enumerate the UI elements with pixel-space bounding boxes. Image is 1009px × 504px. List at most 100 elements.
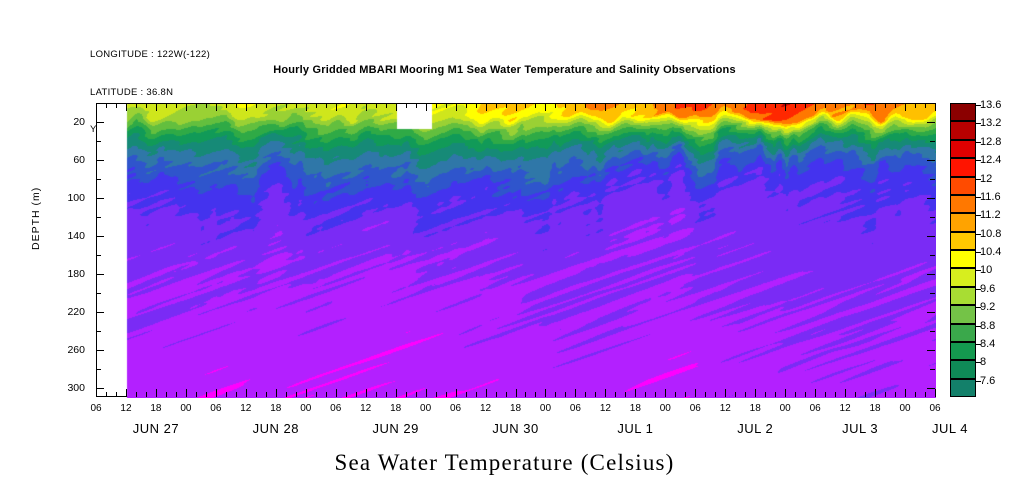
y-tick bbox=[96, 369, 101, 370]
x-tick bbox=[326, 103, 327, 108]
colorbar-label: 11.6 bbox=[980, 190, 1001, 203]
x-tick bbox=[376, 392, 377, 397]
x-tick bbox=[695, 389, 696, 397]
x-tick bbox=[825, 103, 826, 108]
x-tick bbox=[605, 103, 606, 111]
colorbar-label: 12.8 bbox=[980, 135, 1002, 148]
x-tick bbox=[406, 103, 407, 108]
colorbar-tick bbox=[976, 215, 981, 217]
x-tick bbox=[885, 103, 886, 108]
x-tick bbox=[665, 103, 666, 111]
x-tick bbox=[695, 103, 696, 111]
x-tick bbox=[905, 389, 906, 397]
x-tick bbox=[675, 103, 676, 108]
colorbar-swatch bbox=[950, 121, 976, 140]
colorbar-swatch bbox=[950, 341, 976, 361]
colorbar-swatch bbox=[950, 360, 976, 379]
y-tick bbox=[927, 350, 935, 351]
x-tick bbox=[396, 103, 397, 111]
temperature-contour-field bbox=[97, 104, 936, 398]
x-tick bbox=[875, 103, 876, 111]
x-tick bbox=[196, 103, 197, 108]
colorbar-tick bbox=[976, 141, 981, 143]
x-tick bbox=[316, 103, 317, 108]
colorbar-label: 13.6 bbox=[980, 99, 1002, 111]
x-tick bbox=[166, 103, 167, 108]
x-tick bbox=[935, 389, 936, 397]
x-tick bbox=[366, 389, 367, 397]
x-tick bbox=[865, 392, 866, 397]
x-tick bbox=[725, 389, 726, 397]
x-hour-label: 12 bbox=[839, 403, 851, 414]
x-tick bbox=[635, 103, 636, 111]
x-hour-label: 18 bbox=[749, 403, 761, 414]
x-hour-label: 18 bbox=[869, 403, 881, 414]
x-hour-label: 06 bbox=[569, 403, 581, 414]
y-depth-label: 100 bbox=[67, 191, 85, 204]
x-tick bbox=[246, 389, 247, 397]
x-tick bbox=[735, 103, 736, 108]
x-tick bbox=[795, 392, 796, 397]
colorbar-swatch bbox=[950, 139, 976, 159]
x-tick bbox=[635, 389, 636, 397]
colorbar-label: 9.6 bbox=[980, 282, 996, 295]
x-tick bbox=[885, 392, 886, 397]
x-tick bbox=[206, 392, 207, 397]
y-tick bbox=[930, 293, 935, 294]
y-tick bbox=[96, 312, 104, 313]
x-tick bbox=[745, 103, 746, 108]
colorbar-label: 8 bbox=[980, 356, 987, 369]
x-tick bbox=[176, 392, 177, 397]
y-tick bbox=[96, 255, 101, 256]
x-tick bbox=[296, 392, 297, 397]
x-tick bbox=[565, 103, 566, 108]
x-tick bbox=[376, 103, 377, 108]
x-hour-label: 00 bbox=[659, 403, 671, 414]
y-tick bbox=[96, 293, 101, 294]
colorbar-swatch bbox=[950, 378, 976, 397]
x-day-label: JUL 4 bbox=[931, 421, 968, 436]
colorbar-label: 8.8 bbox=[980, 319, 996, 332]
x-tick bbox=[585, 103, 586, 108]
x-tick bbox=[925, 103, 926, 108]
colorbar-label: 8.4 bbox=[980, 337, 996, 350]
x-tick bbox=[476, 103, 477, 108]
y-tick bbox=[96, 274, 104, 275]
y-depth-label: 20 bbox=[73, 115, 85, 128]
x-tick bbox=[615, 392, 616, 397]
x-tick bbox=[276, 389, 277, 397]
x-hour-label: 12 bbox=[360, 403, 372, 414]
x-tick bbox=[366, 103, 367, 111]
colorbar-label: 10.8 bbox=[980, 227, 1002, 240]
y-tick bbox=[927, 198, 935, 199]
x-hour-label: 12 bbox=[120, 403, 132, 414]
x-tick bbox=[486, 389, 487, 397]
x-hour-label: 06 bbox=[929, 403, 941, 414]
x-tick bbox=[386, 103, 387, 108]
x-tick bbox=[166, 392, 167, 397]
x-tick bbox=[356, 392, 357, 397]
y-depth-label: 180 bbox=[67, 267, 85, 280]
x-hour-label: 12 bbox=[479, 403, 492, 414]
x-hour-label: 12 bbox=[240, 403, 252, 414]
x-tick bbox=[775, 103, 776, 108]
colorbar-tick bbox=[976, 325, 981, 327]
x-tick bbox=[96, 389, 97, 397]
x-hour-label: 00 bbox=[539, 403, 552, 414]
x-tick bbox=[116, 392, 117, 397]
x-tick bbox=[446, 392, 447, 397]
x-tick bbox=[396, 389, 397, 397]
x-tick bbox=[895, 392, 896, 397]
x-tick bbox=[126, 103, 127, 111]
y-axis-title: DEPTH (m) bbox=[30, 186, 42, 250]
x-tick bbox=[805, 392, 806, 397]
y-tick bbox=[930, 331, 935, 332]
y-tick bbox=[96, 141, 101, 142]
x-tick bbox=[106, 392, 107, 397]
x-hour-label: 12 bbox=[599, 403, 611, 414]
x-tick bbox=[555, 103, 556, 108]
x-tick bbox=[346, 392, 347, 397]
x-tick bbox=[346, 103, 347, 108]
x-hour-label: 06 bbox=[330, 403, 342, 414]
x-tick bbox=[525, 103, 526, 108]
